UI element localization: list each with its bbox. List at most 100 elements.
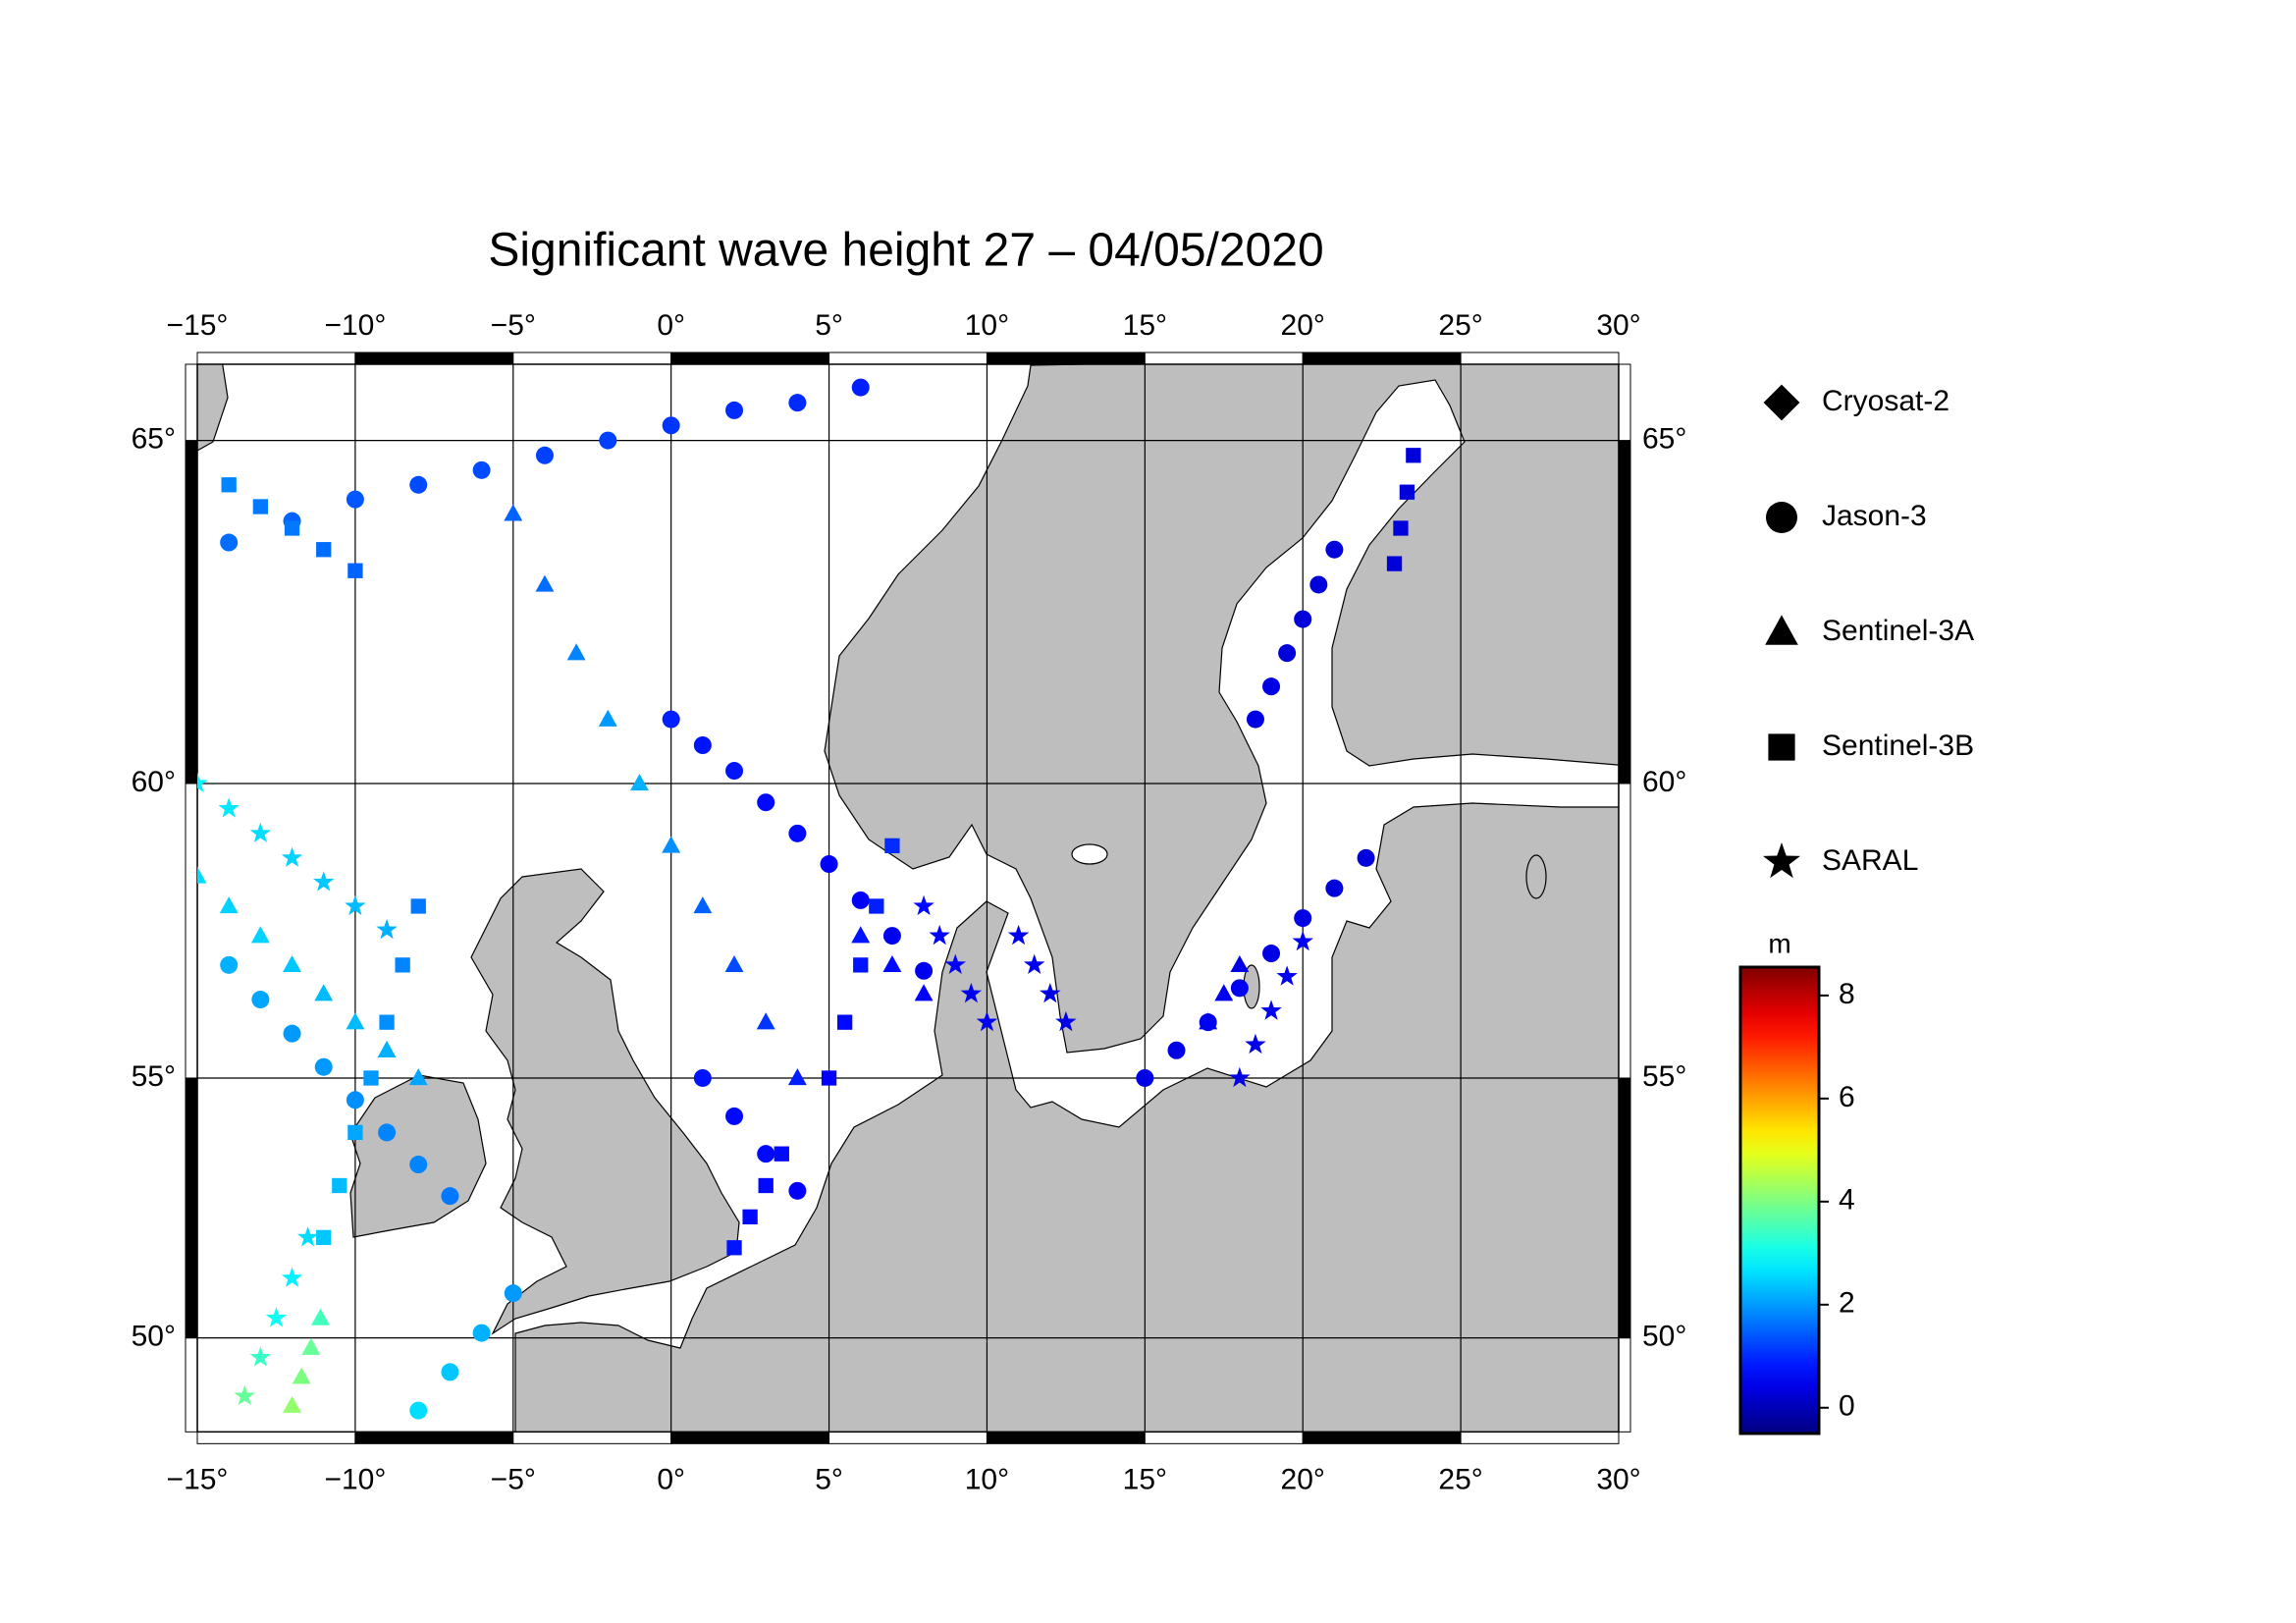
marker-circle: [314, 1057, 333, 1076]
frame-segment: [1460, 352, 1620, 365]
marker-circle: [1230, 979, 1249, 998]
marker-star: [1276, 965, 1298, 986]
marker-star: [249, 822, 272, 842]
marker-circle: [725, 1107, 744, 1125]
marker-circle: [1262, 677, 1281, 696]
marker-star: [960, 982, 983, 1003]
marker-square: [884, 838, 900, 854]
marker-square: [853, 957, 869, 973]
land-island: [1525, 854, 1547, 899]
marker-square: [758, 1177, 774, 1194]
marker-square: [1399, 484, 1415, 500]
land: [197, 364, 1619, 1433]
x-tick-label: −5°: [491, 1463, 536, 1495]
x-tick-label: 0°: [657, 1463, 685, 1495]
marker-star: [1245, 1033, 1266, 1055]
legend-label: Cryosat-2: [1822, 385, 1949, 417]
colorbar-unit: m: [1768, 928, 1790, 958]
marker-circle: [220, 955, 239, 974]
frame-segment: [1618, 1077, 1631, 1339]
x-tick-label: −10°: [324, 309, 386, 342]
marker-triangle: [1199, 1012, 1218, 1030]
marker-circle: [472, 460, 491, 479]
x-tick-label: 10°: [965, 309, 1009, 342]
marker-square: [347, 1124, 363, 1141]
marker-star: [1229, 1066, 1251, 1088]
marker-square: [742, 1209, 758, 1225]
y-tick-label: 60°: [1642, 766, 1686, 798]
marker-star: [265, 1307, 288, 1327]
x-tick-label: 15°: [1123, 309, 1167, 342]
x-tick-label: 15°: [1123, 1463, 1167, 1495]
marker-circle: [409, 1401, 428, 1420]
marker-circle: [1136, 1068, 1154, 1087]
marker-star: [1055, 1010, 1077, 1032]
marker-star: [944, 953, 966, 974]
x-tick-label: 0°: [657, 309, 685, 342]
x-tick-label: 20°: [1281, 309, 1325, 342]
marker-triangle: [1765, 615, 1798, 645]
x-tick-label: 10°: [965, 1463, 1009, 1495]
frame-segment: [512, 352, 672, 365]
y-tick-label: 55°: [132, 1060, 176, 1093]
marker-star: [296, 1226, 319, 1247]
marker-square: [774, 1146, 789, 1162]
marker-circle: [1167, 1041, 1186, 1059]
marker-circle: [1325, 879, 1344, 897]
chart-title: Significant wave height 27 – 04/05/2020: [488, 225, 1323, 277]
legend: Cryosat-2 Jason-3 Sentinel-3A Sentinel-3B SA…: [1762, 384, 1974, 879]
marker-star: [218, 797, 240, 818]
marker-circle: [788, 394, 807, 412]
frame-segment: [1618, 363, 1631, 442]
marker-triangle: [283, 1395, 301, 1413]
frame-segment: [1302, 1431, 1462, 1444]
y-tick-label: 60°: [132, 766, 176, 798]
marker-diamond: [1763, 384, 1800, 421]
x-tick-label: 20°: [1281, 1463, 1325, 1495]
marker-circle: [662, 710, 680, 729]
colorbar-scale: [1738, 965, 1821, 1435]
colorbar-tick-label: 6: [1839, 1081, 1855, 1113]
marker-square: [221, 477, 237, 493]
x-tick-label: −15°: [167, 1463, 229, 1495]
marker-star: [281, 1267, 303, 1287]
marker-star: [281, 846, 303, 867]
marker-square: [1386, 556, 1403, 571]
marker-square: [284, 520, 300, 536]
marker-triangle: [693, 896, 713, 914]
marker-circle: [725, 401, 744, 419]
map-frame: [185, 352, 1631, 1444]
frame-segment: [670, 352, 830, 365]
marker-circle: [346, 490, 364, 509]
marker-star: [1007, 924, 1030, 946]
frame-segment: [1618, 1337, 1631, 1433]
marker-star: [376, 918, 398, 940]
marker-star: [1292, 930, 1313, 951]
marker-circle: [599, 431, 617, 450]
y-tick-label: 50°: [132, 1321, 176, 1353]
marker-circle: [757, 1145, 775, 1163]
frame-segment: [1460, 1431, 1620, 1444]
marker-triangle: [882, 954, 902, 973]
y-tick-label: 50°: [1642, 1321, 1686, 1353]
marker-circle: [1309, 575, 1328, 594]
frame-segment: [828, 352, 988, 365]
y-tick-label: 65°: [1642, 423, 1686, 456]
marker-triangle: [914, 984, 934, 1001]
map-border: [196, 363, 1620, 1434]
marker-circle: [504, 1284, 522, 1303]
colorbar-tick-label: 4: [1839, 1184, 1855, 1217]
marker-circle: [251, 991, 270, 1009]
marker-star: [976, 1010, 998, 1032]
frame-segment: [1144, 352, 1304, 365]
marker-circle: [725, 762, 744, 781]
marker-circle: [409, 1156, 428, 1174]
marker-triangle: [662, 836, 681, 853]
marker-triangle: [314, 984, 334, 1001]
marker-circle: [915, 961, 934, 980]
marker-star: [249, 1346, 272, 1367]
x-tick-label: −5°: [491, 309, 536, 342]
marker-square: [836, 1014, 853, 1030]
marker-circle: [378, 1123, 397, 1142]
